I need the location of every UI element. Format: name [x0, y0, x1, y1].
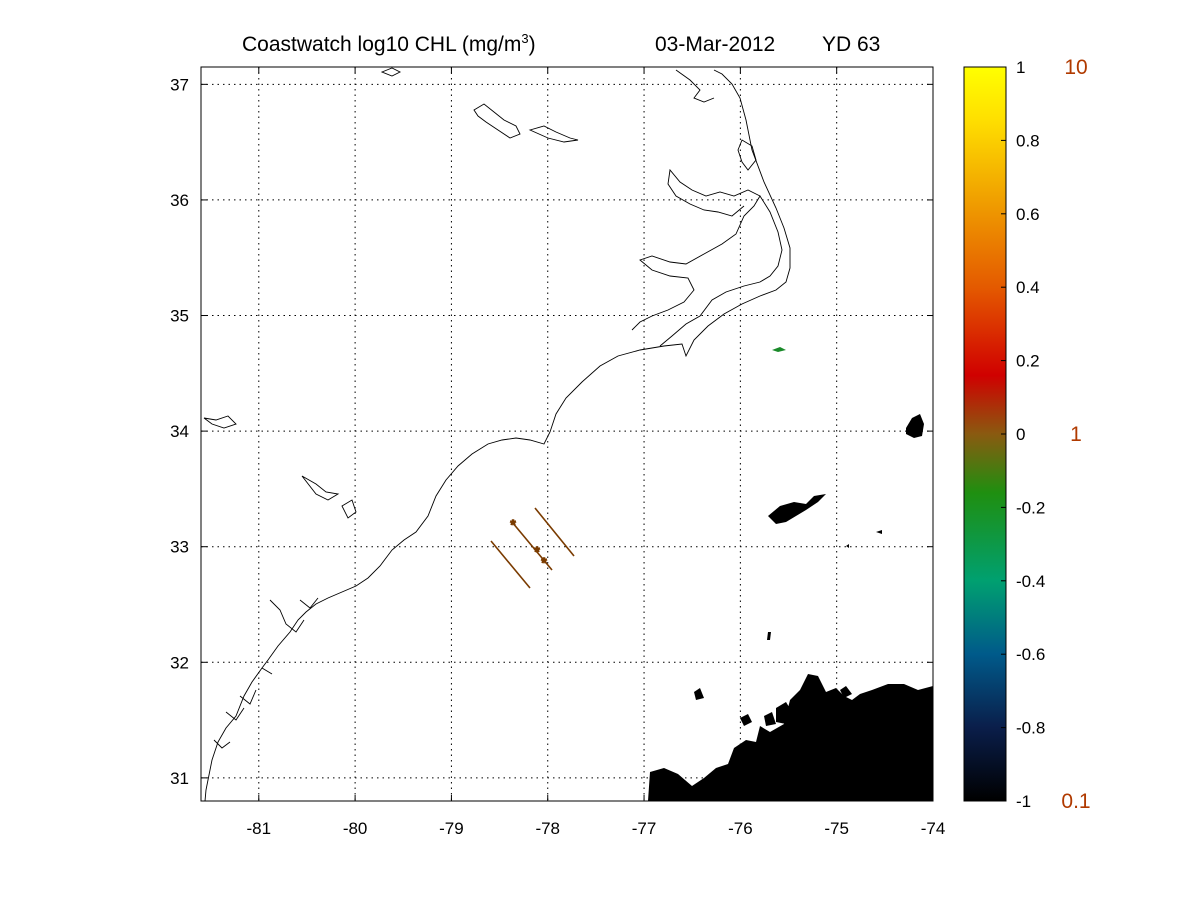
coastline-kerr-lake — [473, 103, 521, 139]
sampling-tracks: * * * — [490, 507, 575, 589]
cloud-mask-southeast — [648, 674, 933, 801]
colorbar-tick-label: -0.4 — [1016, 572, 1045, 591]
colorbar-tick-label: 0.2 — [1016, 352, 1040, 371]
coastline-pamlico-sound — [631, 195, 783, 347]
title-text: Coastwatch log10 CHL (mg/m — [242, 33, 521, 56]
y-tick-label: 34 — [170, 422, 189, 441]
colorbar-linear-label: 0.1 — [1061, 790, 1090, 813]
cloud-mask-patch — [740, 714, 752, 726]
x-tick-label: -75 — [824, 819, 849, 838]
cloud-mask-dot — [767, 632, 771, 640]
coastline-currituck — [737, 139, 757, 171]
coastline-lake-west — [203, 415, 237, 429]
grid-lines — [201, 67, 934, 801]
coastline-estuary — [269, 599, 305, 633]
map-frame — [200, 66, 934, 802]
x-tick-label: -81 — [247, 819, 272, 838]
track-line-west — [490, 540, 531, 589]
x-tick-label: -80 — [343, 819, 368, 838]
cloud-mask-patch — [764, 712, 776, 726]
coastline-lake-small — [380, 67, 402, 77]
colorbar-linear-label: 10 — [1064, 56, 1087, 79]
cloud-mask-patch — [776, 702, 792, 724]
colorbar-linear-label: 1 — [1070, 423, 1082, 446]
colorbar-tick-label: 0 — [1016, 425, 1025, 444]
colorbar: 1 0.8 0.6 0.4 0.2 0 -0.2 -0.4 -0.6 -0.8 -1 10 1 0.1 — [963, 56, 1091, 813]
coastline-lake-marion — [301, 475, 340, 501]
x-tick-label: -77 — [632, 819, 657, 838]
colorbar-ticks: 1 0.8 0.6 0.4 0.2 0 -0.2 -0.4 -0.6 -0.8 -1 — [1001, 58, 1045, 811]
track-marker: * — [534, 544, 539, 559]
title-superscript: 3 — [521, 31, 528, 46]
colorbar-tick-label: -1 — [1016, 792, 1031, 811]
coastline-lake-moultrie — [341, 499, 357, 519]
map-title: Coastwatch log10 CHL (mg/m3) — [242, 31, 536, 56]
y-tick-label: 31 — [170, 769, 189, 788]
track-line-east — [534, 507, 575, 557]
x-axis-ticks: -81 -80 -79 -78 -77 -76 -75 -74 — [247, 67, 946, 838]
map-axes: * * * -81 -80 -79 -78 -77 -76 -75 -74 313233343… — [170, 66, 946, 838]
x-tick-label: -76 — [728, 819, 753, 838]
track-marker: * — [541, 555, 546, 570]
coastline-main — [204, 69, 791, 801]
cloud-mask-east-33 — [768, 494, 826, 524]
map-features: * * * — [203, 67, 933, 801]
colorbar-tick-label: 1 — [1016, 58, 1025, 77]
track-marker: * — [510, 517, 515, 532]
cloud-mask-dot — [846, 544, 849, 548]
colorbar-tick-label: -0.2 — [1016, 498, 1045, 517]
colorbar-gradient — [964, 67, 1006, 801]
cloud-mask-east-34 — [906, 414, 924, 438]
colorbar-tick-label: -0.6 — [1016, 645, 1045, 664]
y-tick-label: 35 — [170, 307, 189, 326]
y-tick-label: 37 — [170, 75, 189, 94]
colorbar-linear-labels: 10 1 0.1 — [1061, 56, 1090, 813]
colorbar-tick-label: 0.6 — [1016, 205, 1040, 224]
cloud-mask — [648, 414, 933, 801]
y-tick-label: 33 — [170, 538, 189, 557]
track-line-middle — [511, 521, 553, 571]
coastline-albemarle-sound — [667, 168, 761, 217]
cloud-mask-patch — [840, 686, 852, 698]
y-tick-label: 32 — [170, 653, 189, 672]
y-axis-ticks: 31 32 33 34 35 36 37 — [170, 75, 933, 788]
x-tick-label: -74 — [921, 819, 946, 838]
x-tick-label: -79 — [439, 819, 464, 838]
y-tick-label: 36 — [170, 191, 189, 210]
colorbar-tick-label: -0.8 — [1016, 719, 1045, 738]
title-date: 03-Mar-2012 — [655, 33, 775, 56]
x-tick-label: -78 — [535, 819, 560, 838]
cloud-mask-dot — [876, 530, 882, 534]
cloud-mask-patch — [694, 688, 704, 700]
coastline — [203, 67, 791, 801]
title-close: ) — [529, 33, 536, 56]
coastline-chesapeake — [675, 69, 715, 103]
title-yearday: YD 63 — [822, 33, 880, 56]
coastline-gaston-lake — [528, 125, 579, 143]
feature-green-patch — [772, 347, 786, 352]
colorbar-tick-label: 0.4 — [1016, 278, 1040, 297]
coastline-islands — [213, 597, 319, 749]
colorbar-tick-label: 0.8 — [1016, 131, 1040, 150]
